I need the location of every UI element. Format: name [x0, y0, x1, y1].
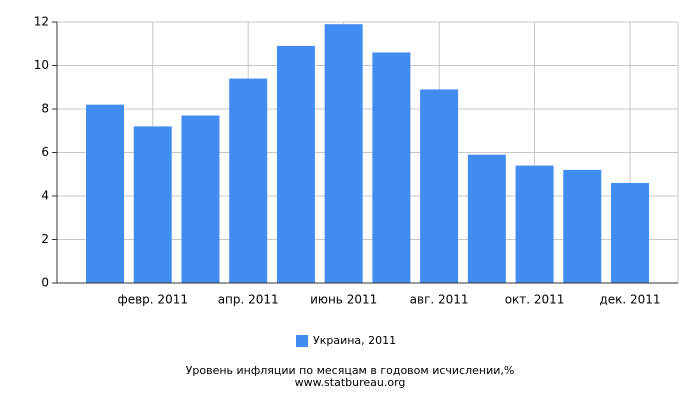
- x-tick-label: окт. 2011: [505, 293, 565, 307]
- bar: [133, 126, 172, 284]
- bar: [372, 52, 411, 284]
- x-tick-label: февр. 2011: [117, 293, 188, 307]
- y-tick-label: 12: [34, 15, 49, 29]
- x-tick-label: дек. 2011: [599, 293, 660, 307]
- bar: [181, 115, 220, 284]
- bar: [86, 104, 124, 284]
- bar: [563, 169, 602, 283]
- y-tick-label: 0: [41, 276, 49, 290]
- bar: [276, 45, 315, 283]
- bar: [611, 182, 650, 283]
- legend-swatch: [296, 335, 308, 347]
- chart-title: Уровень инфляции по месяцам в годовом ис…: [186, 364, 515, 377]
- legend-label: Украина, 2011: [313, 334, 396, 347]
- x-tick-label: апр. 2011: [218, 293, 279, 307]
- y-tick-label: 8: [41, 102, 49, 116]
- y-tick-label: 10: [34, 58, 49, 72]
- x-tick-label: июнь 2011: [310, 293, 377, 307]
- bar: [515, 165, 554, 283]
- bar: [229, 78, 268, 283]
- y-tick-label: 6: [41, 145, 49, 159]
- bar: [420, 89, 459, 283]
- y-tick-label: 4: [41, 189, 49, 203]
- y-tick-label: 2: [41, 232, 49, 246]
- bar: [324, 24, 363, 284]
- chart-subtitle: www.statbureau.org: [295, 376, 406, 389]
- x-tick-label: авг. 2011: [410, 293, 469, 307]
- bar: [467, 154, 506, 283]
